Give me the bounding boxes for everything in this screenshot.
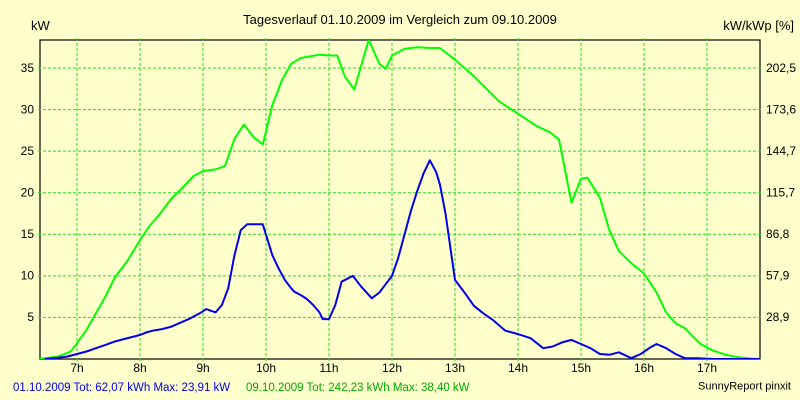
svg-text:28,9: 28,9	[766, 310, 790, 324]
svg-text:16h: 16h	[634, 361, 654, 375]
svg-text:Tagesverlauf 01.10.2009 im Ver: Tagesverlauf 01.10.2009 im Vergleich zum…	[243, 12, 557, 27]
svg-text:09.10.2009 Tot: 242,23 kWh Max: 09.10.2009 Tot: 242,23 kWh Max: 38,40 kW	[246, 382, 470, 394]
svg-text:01.10.2009 Tot: 62,07 kWh Max:: 01.10.2009 Tot: 62,07 kWh Max: 23,91 kW	[13, 382, 230, 394]
svg-text:13h: 13h	[445, 361, 465, 375]
svg-text:202,5: 202,5	[766, 61, 796, 75]
svg-text:5: 5	[27, 310, 34, 324]
svg-text:SunnyReport pinxit: SunnyReport pinxit	[698, 381, 791, 393]
svg-text:kW/kWp [%]: kW/kWp [%]	[723, 18, 794, 33]
svg-text:25: 25	[21, 144, 35, 158]
svg-text:173,6: 173,6	[766, 103, 796, 117]
svg-text:86,8: 86,8	[766, 227, 790, 241]
svg-text:kW: kW	[31, 18, 51, 33]
svg-text:15h: 15h	[571, 361, 591, 375]
svg-text:9h: 9h	[196, 361, 209, 375]
svg-text:14h: 14h	[508, 361, 528, 375]
svg-text:144,7: 144,7	[766, 144, 796, 158]
svg-text:57,9: 57,9	[766, 269, 790, 283]
svg-text:12h: 12h	[382, 361, 402, 375]
svg-text:8h: 8h	[133, 361, 146, 375]
svg-text:20: 20	[21, 186, 35, 200]
svg-text:7h: 7h	[70, 361, 83, 375]
svg-text:35: 35	[21, 61, 35, 75]
svg-text:10h: 10h	[256, 361, 276, 375]
svg-text:30: 30	[21, 103, 35, 117]
svg-text:15: 15	[21, 227, 35, 241]
svg-text:17h: 17h	[697, 361, 717, 375]
svg-text:115,7: 115,7	[766, 186, 795, 200]
svg-text:11h: 11h	[319, 361, 338, 375]
svg-text:10: 10	[21, 269, 35, 283]
